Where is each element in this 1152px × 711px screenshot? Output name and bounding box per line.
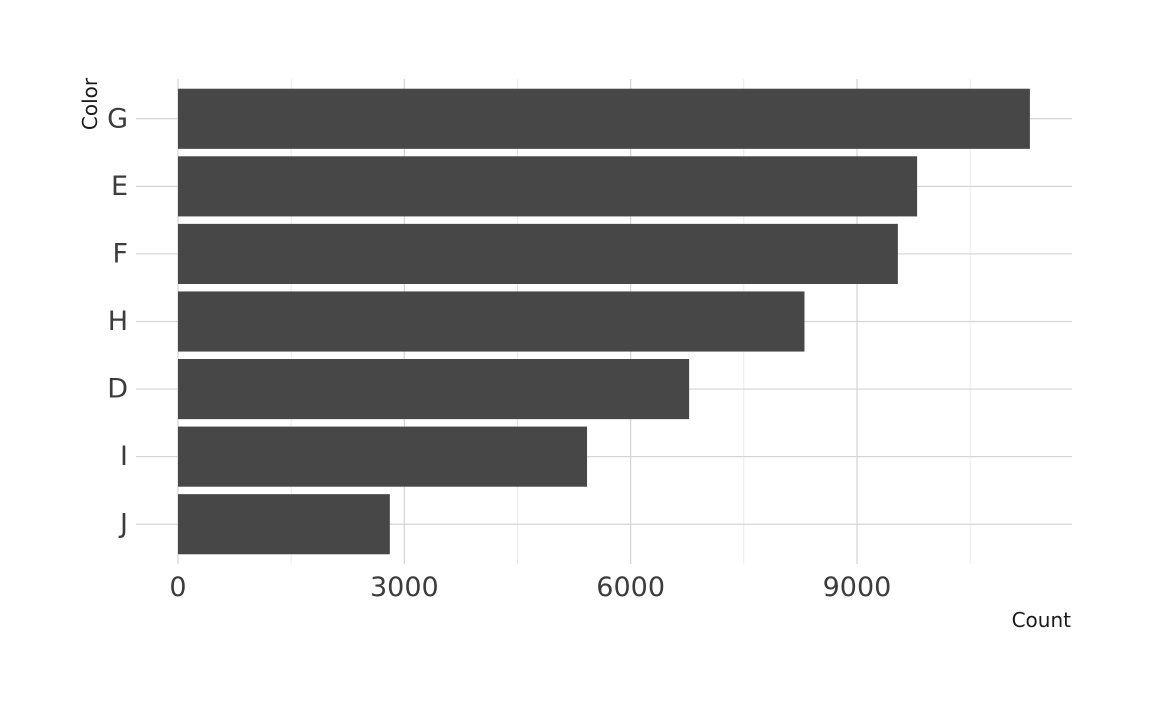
- y-axis-labels: G E F H D I J: [107, 103, 128, 539]
- bar-J: [178, 494, 390, 554]
- y-tick-label-J: J: [118, 509, 128, 540]
- x-tick-label-2: 6000: [596, 572, 665, 603]
- x-tick-label-1: 3000: [370, 572, 439, 603]
- bar-I: [178, 427, 587, 487]
- y-tick-label-E: E: [111, 171, 128, 202]
- x-tick-label-0: 0: [169, 572, 186, 603]
- bar-H: [178, 291, 804, 351]
- x-tick-label-3: 9000: [823, 572, 892, 603]
- bar-G: [178, 89, 1030, 149]
- bar-E: [178, 156, 917, 216]
- y-axis-title: Color: [78, 77, 102, 130]
- y-tick-label-G: G: [107, 103, 128, 134]
- y-tick-label-I: I: [120, 441, 128, 472]
- y-tick-label-F: F: [112, 238, 128, 269]
- bar-F: [178, 224, 898, 284]
- y-tick-label-H: H: [108, 306, 128, 337]
- y-tick-label-D: D: [107, 374, 128, 405]
- bar-D: [178, 359, 689, 419]
- x-axis-title: Count: [1012, 608, 1072, 632]
- x-axis-labels: 0 3000 6000 9000: [169, 572, 891, 603]
